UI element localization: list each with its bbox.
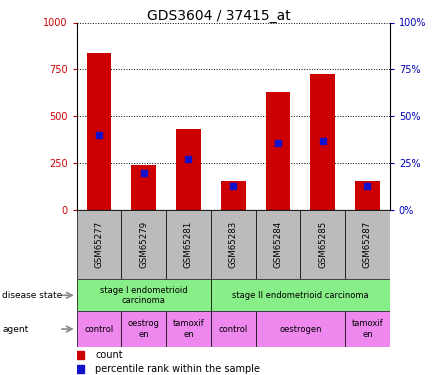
Bar [345,210,390,279]
Text: GSM65285: GSM65285 [318,221,327,268]
Bar [77,279,211,311]
Bar [166,311,211,347]
Text: percentile rank within the sample: percentile rank within the sample [95,364,261,374]
Text: GSM65279: GSM65279 [139,221,148,268]
Bar [211,279,390,311]
Bar [176,129,201,210]
Bar [121,210,166,279]
Bar [77,210,121,279]
Bar [300,210,345,279]
Text: disease state: disease state [2,291,63,300]
Bar [211,311,256,347]
Bar [256,210,300,279]
Text: oestrogen: oestrogen [279,324,321,334]
Text: agent: agent [2,324,28,334]
Text: GSM65277: GSM65277 [95,221,103,268]
Text: stage I endometrioid
carcinoma: stage I endometrioid carcinoma [100,286,187,305]
Text: tamoxif
en: tamoxif en [173,320,205,339]
Text: GSM65284: GSM65284 [273,221,283,268]
Bar [355,181,380,210]
Text: GSM65281: GSM65281 [184,221,193,268]
Bar [77,311,121,347]
Bar [256,311,345,347]
Bar [121,311,166,347]
Text: GDS3604 / 37415_at: GDS3604 / 37415_at [147,9,291,23]
Bar [311,74,335,210]
Bar [166,210,211,279]
Text: GSM65283: GSM65283 [229,221,238,268]
Text: oestrog
en: oestrog en [128,320,160,339]
Text: control: control [219,324,248,334]
Bar [131,165,156,210]
Text: control: control [85,324,113,334]
Bar [221,181,246,210]
Text: GSM65287: GSM65287 [363,221,372,268]
Bar [345,311,390,347]
Text: stage II endometrioid carcinoma: stage II endometrioid carcinoma [232,291,369,300]
Bar [266,92,290,210]
Text: count: count [95,350,123,360]
Bar [211,210,256,279]
Bar [87,53,111,210]
Text: tamoxif
en: tamoxif en [352,320,383,339]
